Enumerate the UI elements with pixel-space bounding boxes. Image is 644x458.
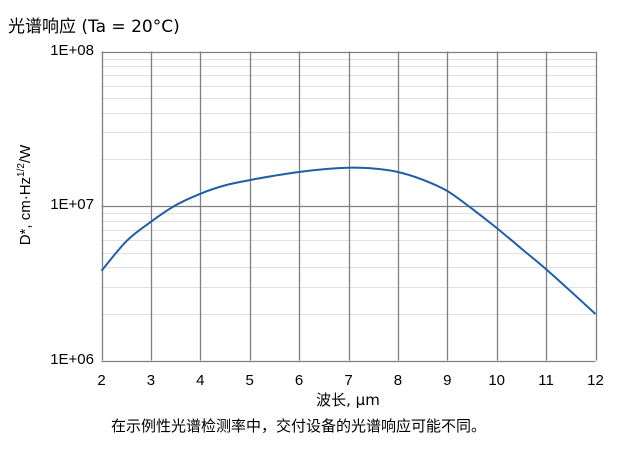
- y-tick-label: 1E+08: [50, 41, 94, 59]
- y-tick-label: 1E+07: [50, 196, 94, 213]
- y-tick-label: 1E+06: [50, 350, 94, 368]
- x-tick-label: 9: [443, 372, 452, 389]
- major-gridlines: [101, 51, 598, 363]
- x-tick-label: 2: [97, 372, 106, 389]
- spectral-response-curve: [100, 166, 597, 315]
- minor-gridlines: [101, 59, 596, 315]
- x-tick-label: 10: [488, 372, 506, 389]
- chart-title: 光谱响应 (Ta = 20°C): [8, 17, 180, 37]
- footnote: 在示例性光谱检测率中，交付设备的光谱响应可能不同。: [111, 417, 487, 435]
- x-tick-label: 8: [393, 372, 403, 389]
- x-tick-label: 6: [294, 372, 304, 389]
- x-tick-label: 4: [196, 372, 205, 389]
- x-tick-label: 3: [146, 372, 156, 389]
- x-tick-label: 11: [538, 372, 554, 389]
- x-tick-label: 7: [344, 372, 353, 389]
- x-tick-label: 12: [587, 372, 604, 389]
- y-axis-label: D*, cm·Hz1/2/W: [16, 144, 34, 246]
- x-tick-label: 5: [245, 372, 254, 389]
- x-axis-label: 波长, µm: [316, 391, 380, 409]
